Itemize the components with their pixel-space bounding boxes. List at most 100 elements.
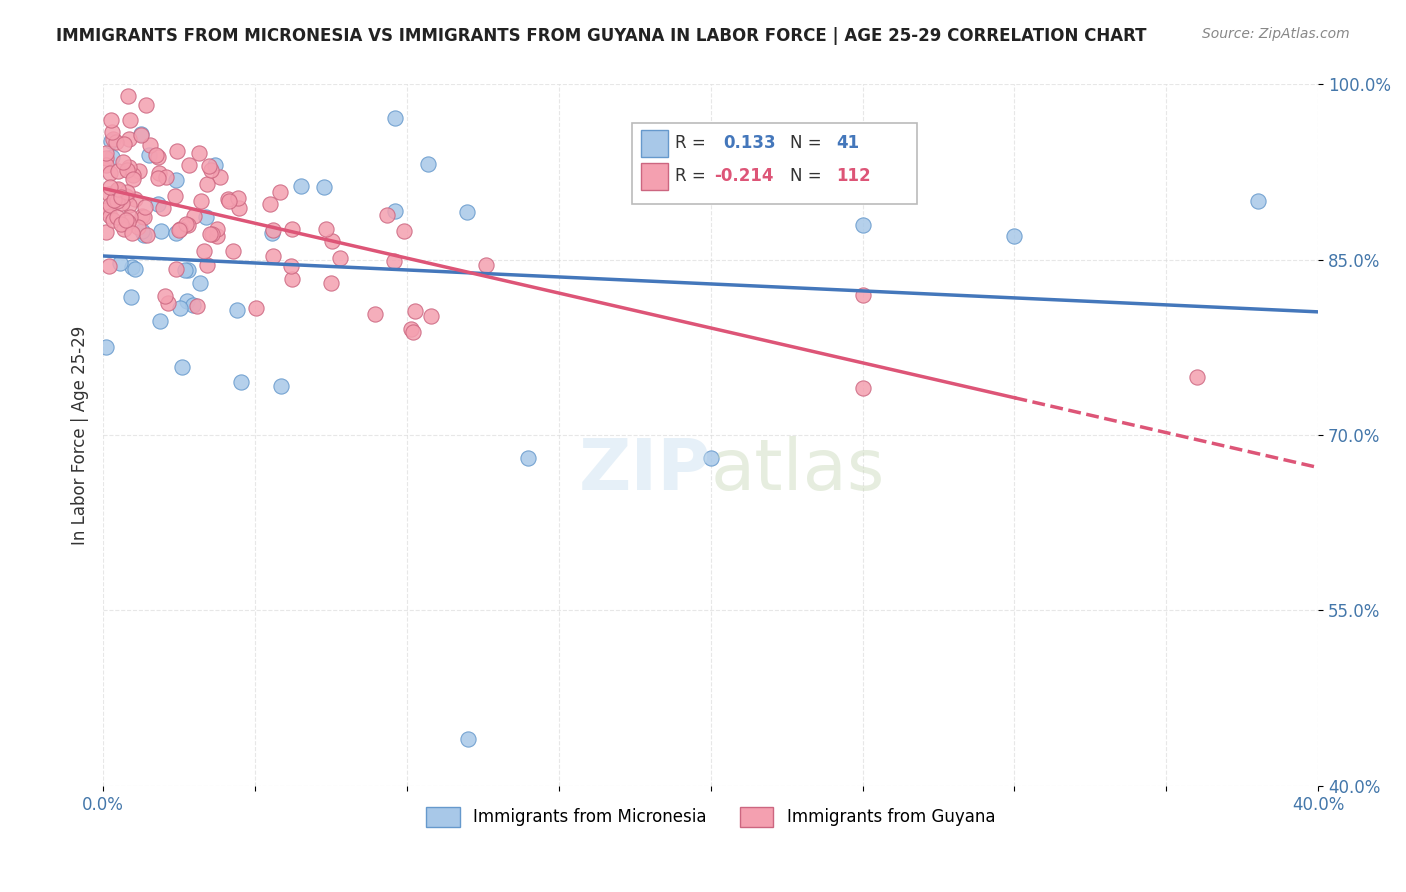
- Point: [186, 299, 208, 313]
- Point: [124, 262, 146, 277]
- Point: [280, 259, 302, 273]
- Point: [190, 194, 212, 208]
- Bar: [641, 163, 668, 190]
- Point: [135, 98, 157, 112]
- Point: [226, 302, 249, 317]
- Point: [281, 222, 304, 236]
- Point: [117, 185, 139, 199]
- Point: [363, 307, 385, 321]
- Point: [148, 165, 170, 179]
- Point: [96, 225, 118, 239]
- Text: 41: 41: [835, 134, 859, 152]
- Point: [112, 222, 135, 236]
- Point: [187, 146, 209, 161]
- Point: [156, 295, 179, 310]
- Point: [105, 194, 128, 209]
- Point: [96, 151, 118, 165]
- Point: [98, 209, 121, 223]
- Point: [193, 244, 215, 258]
- Point: [105, 210, 128, 224]
- Point: [204, 158, 226, 172]
- Point: [118, 197, 141, 211]
- Point: [222, 244, 245, 259]
- Point: [121, 169, 143, 183]
- Point: [200, 163, 222, 178]
- Point: [852, 218, 875, 232]
- Point: [290, 179, 312, 194]
- Point: [167, 223, 190, 237]
- Point: [201, 227, 224, 241]
- Point: [100, 134, 122, 148]
- Point: [404, 303, 426, 318]
- Point: [1004, 229, 1026, 244]
- Point: [401, 325, 423, 339]
- Text: ZIP: ZIP: [578, 435, 710, 505]
- Text: IMMIGRANTS FROM MICRONESIA VS IMMIGRANTS FROM GUYANA IN LABOR FORCE | AGE 25-29 : IMMIGRANTS FROM MICRONESIA VS IMMIGRANTS…: [56, 27, 1147, 45]
- Text: Source: ZipAtlas.com: Source: ZipAtlas.com: [1202, 27, 1350, 41]
- Point: [852, 288, 875, 302]
- Point: [165, 261, 187, 276]
- Point: [166, 144, 188, 158]
- Point: [1246, 194, 1268, 209]
- Point: [205, 228, 228, 243]
- Bar: [641, 130, 668, 157]
- Point: [121, 260, 143, 274]
- Point: [176, 219, 198, 233]
- Point: [218, 194, 240, 208]
- Point: [98, 179, 121, 194]
- Point: [231, 376, 253, 390]
- Point: [174, 263, 197, 277]
- Point: [107, 182, 129, 196]
- Point: [124, 192, 146, 206]
- Y-axis label: In Labor Force | Age 25-29: In Labor Force | Age 25-29: [72, 326, 89, 545]
- Point: [96, 145, 118, 160]
- Text: N =: N =: [790, 167, 821, 185]
- Point: [262, 223, 284, 237]
- Point: [420, 310, 443, 324]
- Point: [146, 171, 169, 186]
- Point: [117, 89, 139, 103]
- Point: [165, 226, 187, 240]
- Point: [165, 189, 187, 203]
- Point: [456, 205, 478, 219]
- Point: [181, 298, 204, 312]
- Point: [314, 180, 336, 194]
- Point: [195, 177, 218, 191]
- Legend: Immigrants from Micronesia, Immigrants from Guyana: Immigrants from Micronesia, Immigrants f…: [420, 800, 1001, 833]
- Point: [118, 160, 141, 174]
- Point: [100, 125, 122, 139]
- Point: [176, 262, 198, 277]
- Text: R =: R =: [675, 167, 706, 185]
- Point: [321, 234, 343, 248]
- Point: [98, 166, 121, 180]
- Point: [382, 254, 405, 268]
- Point: [177, 158, 200, 172]
- Point: [150, 224, 173, 238]
- Point: [165, 173, 187, 187]
- Point: [195, 210, 218, 224]
- Point: [153, 289, 176, 303]
- Point: [111, 196, 134, 211]
- Point: [198, 227, 221, 241]
- Point: [134, 228, 156, 243]
- Point: [269, 186, 291, 200]
- Point: [170, 360, 193, 375]
- Point: [101, 150, 124, 164]
- Point: [319, 276, 342, 290]
- Text: -0.214: -0.214: [714, 167, 773, 185]
- Point: [98, 198, 121, 212]
- Point: [120, 112, 142, 127]
- Point: [208, 170, 231, 185]
- Point: [131, 210, 153, 224]
- Point: [103, 132, 125, 146]
- Point: [121, 172, 143, 186]
- Point: [107, 164, 129, 178]
- Point: [117, 215, 139, 229]
- Point: [132, 210, 155, 224]
- Point: [188, 276, 211, 290]
- Point: [281, 272, 304, 286]
- Point: [197, 159, 219, 173]
- Point: [260, 226, 283, 240]
- Point: [135, 227, 157, 242]
- Point: [418, 157, 440, 171]
